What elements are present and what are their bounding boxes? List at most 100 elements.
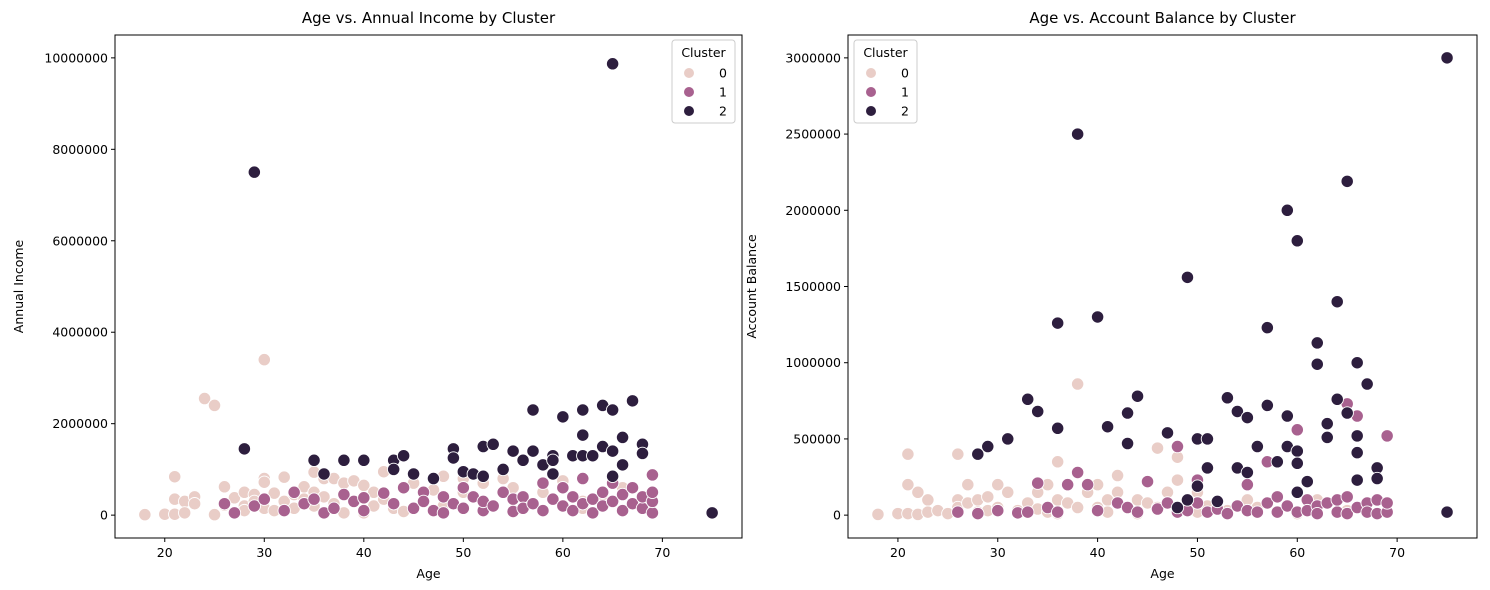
balance-legend-title: Cluster [863,45,908,60]
income-y-tick-label-4: 8000000 [52,142,108,157]
balance-legend-marker-2 [866,106,876,116]
income-point-cluster-0-6 [178,506,192,520]
income-point-cluster-1-38 [546,492,560,506]
income-x-tick-label-2: 40 [356,545,372,560]
balance-point-cluster-0-14 [961,478,975,492]
balance-point-cluster-1-32 [1270,505,1284,519]
income-point-cluster-1-45 [586,492,600,506]
income-point-cluster-1-41 [566,490,580,504]
income-point-cluster-1-59 [645,468,660,482]
income-x-tick-label-0: 20 [157,545,173,560]
income-legend-box [671,39,736,124]
balance-point-cluster-2-6 [1051,421,1065,435]
income-legend-entry-0: 0 [719,66,727,81]
balance-y-tick-label-6: 3000000 [785,50,841,65]
balance-point-cluster-0-34 [1070,500,1085,515]
income-legend-entry-2: 2 [719,104,727,119]
balance-point-cluster-2-22 [1220,391,1235,405]
income-point-cluster-1-17 [406,501,421,515]
income-point-cluster-1-52 [615,487,630,502]
balance-point-cluster-0-18 [981,490,995,504]
balance-x-tick-label-5: 70 [1389,545,1405,560]
income-point-cluster-2-32 [586,449,600,463]
balance-scatter-panel: Age vs. Account Balance by Cluster Age A… [744,9,1478,581]
income-point-cluster-2-18 [496,462,510,477]
income-point-cluster-1-19 [416,494,431,509]
income-point-cluster-2-44 [705,506,719,520]
income-point-cluster-2-43 [635,446,650,461]
income-point-cluster-2-29 [576,403,590,417]
balance-point-cluster-1-18 [1170,439,1185,454]
balance-point-cluster-2-12 [1130,389,1145,403]
income-point-cluster-1-4 [277,503,291,518]
balance-point-cluster-2-25 [1240,465,1255,480]
balance-point-cluster-0-0 [871,507,885,522]
income-point-cluster-2-2 [307,453,321,467]
income-point-cluster-2-12 [446,451,461,465]
income-point-cluster-2-5 [357,453,371,467]
balance-point-cluster-2-19 [1200,461,1215,475]
balance-chart-title: Age vs. Account Balance by Cluster [1029,9,1296,27]
balance-point-cluster-1-33 [1270,490,1284,504]
income-axes-frame [114,34,743,539]
income-point-cluster-0-24 [267,486,281,500]
income-point-cluster-1-49 [605,494,620,509]
balance-point-cluster-1-40 [1310,506,1324,521]
balance-point-cluster-1-2 [991,503,1005,518]
balance-point-cluster-2-20 [1200,432,1215,446]
balance-point-cluster-2-38 [1300,474,1314,489]
income-legend-entry-1: 1 [719,85,727,100]
balance-x-tick-label-3: 50 [1189,545,1205,560]
balance-point-cluster-0-2 [901,447,915,461]
balance-point-cluster-0-3 [901,478,915,492]
income-y-tick-label-5: 10000000 [44,50,108,65]
balance-legend-marker-0 [866,68,876,78]
balance-point-cluster-1-9 [1070,465,1085,480]
income-point-cluster-2-20 [516,453,530,467]
income-ticks: 20 30 40 50 60 70 0 2000000 4000000 6000000 800000… [44,50,670,560]
balance-point-cluster-1-28 [1240,478,1255,492]
balance-point-cluster-2-39 [1310,336,1324,350]
balance-point-cluster-2-1 [981,439,995,454]
income-point-cluster-1-21 [436,490,451,504]
balance-point-cluster-1-34 [1280,499,1294,513]
balance-point-cluster-1-1 [971,506,985,521]
income-point-cluster-2-8 [396,449,411,463]
income-legend-marker-0 [684,68,694,78]
balance-y-tick-label-5: 2500000 [785,127,841,142]
income-point-cluster-2-16 [476,469,490,483]
income-point-cluster-2-21 [526,403,540,417]
income-point-cluster-2-0 [237,442,252,456]
balance-point-cluster-1-0 [951,505,965,519]
income-point-cluster-1-57 [645,506,660,520]
balance-x-tick-label-1: 30 [990,545,1006,560]
income-point-cluster-0-10 [207,398,222,413]
balance-point-cluster-1-45 [1340,506,1354,521]
income-point-cluster-1-12 [357,503,371,518]
income-scatter-panel: Age vs. Annual Income by Cluster Age Ann… [11,9,743,581]
income-point-cluster-1-7 [307,492,321,506]
balance-point-cluster-1-25 [1220,506,1235,521]
income-point-cluster-2-7 [387,462,401,477]
balance-x-axis-label: Age [1150,566,1174,581]
income-legend-marker-1 [684,87,694,97]
income-y-tick-label-1: 2000000 [52,416,108,431]
balance-point-cluster-2-45 [1340,174,1354,188]
balance-point-cluster-2-30 [1270,455,1284,469]
balance-legend-entry-2: 2 [901,104,909,119]
balance-point-cluster-2-11 [1120,406,1135,420]
balance-point-cluster-0-20 [991,478,1005,492]
income-legend-marker-2 [684,106,694,116]
balance-point-cluster-0-5 [911,485,925,499]
balance-point-cluster-1-31 [1260,496,1274,510]
balance-legend-entry-1: 1 [901,85,909,100]
income-point-cluster-1-37 [536,476,550,490]
balance-point-cluster-0-7 [921,493,935,507]
balance-point-cluster-1-46 [1340,490,1354,504]
balance-point-cluster-0-46 [1150,441,1165,455]
balance-x-tick-label-4: 60 [1289,545,1305,560]
income-point-cluster-0-26 [277,470,291,484]
balance-x-tick-label-2: 40 [1090,545,1106,560]
income-y-tick-label-3: 6000000 [52,233,108,248]
balance-point-cluster-1-5 [1031,476,1045,490]
